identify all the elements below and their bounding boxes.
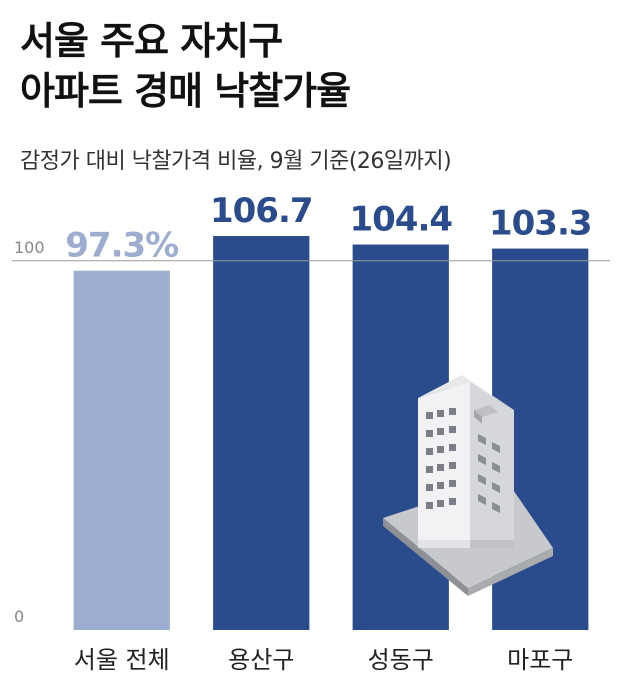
- bars-layer: 97.3% 서울 전체 106.7 용산구 104.4 성동구 103.3 마포구 0 100: [12, 191, 610, 674]
- bar-2: [213, 236, 310, 630]
- value-label-2: 106.7: [210, 191, 313, 231]
- chart-title: 서울 주요 자치구 아파트 경매 낙찰가율: [20, 16, 351, 116]
- title-line-2: 아파트 경매 낙찰가율: [20, 69, 351, 113]
- apartment-building-icon: [383, 375, 553, 596]
- category-label-3: 성동구: [368, 646, 434, 674]
- bar-1: [73, 270, 170, 630]
- y-tick-label-0: 0: [14, 607, 24, 626]
- category-label-4: 마포구: [507, 646, 573, 674]
- title-line-1: 서울 주요 자치구: [20, 19, 283, 63]
- category-label-1: 서울 전체: [74, 646, 170, 674]
- chart-subtitle: 감정가 대비 낙찰가격 비율, 9월 기준(26일까지): [20, 149, 452, 174]
- value-label-1: 97.3%: [65, 226, 178, 266]
- value-label-3: 104.4: [349, 200, 452, 240]
- y-tick-label-100: 100: [14, 238, 45, 257]
- category-label-2: 용산구: [228, 646, 294, 674]
- value-label-4: 103.3: [489, 204, 592, 244]
